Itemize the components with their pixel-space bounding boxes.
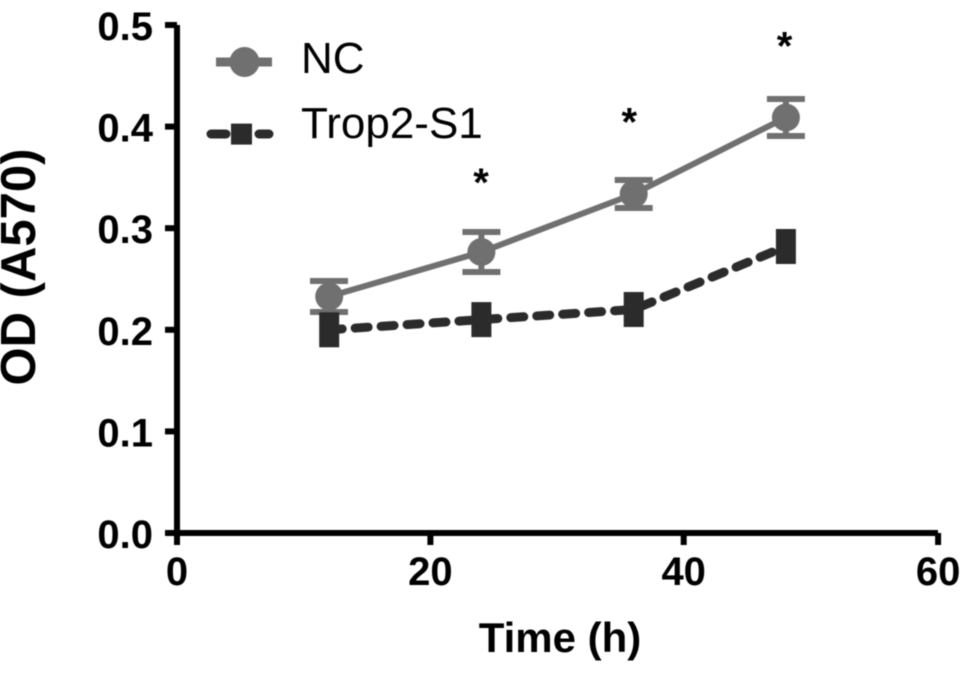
svg-text:60: 60 [916,550,961,594]
svg-text:0: 0 [166,550,188,594]
svg-text:*: * [473,161,489,205]
svg-text:*: * [777,25,793,69]
svg-text:NC: NC [301,34,365,83]
svg-text:*: * [622,101,638,145]
svg-text:0.5: 0.5 [97,5,153,49]
svg-text:0.4: 0.4 [97,107,153,151]
svg-text:20: 20 [408,550,453,594]
svg-text:Trop2-S1: Trop2-S1 [301,99,483,148]
svg-text:Time (h): Time (h) [479,614,642,661]
svg-text:0.0: 0.0 [97,513,153,557]
svg-text:OD (A570): OD (A570) [0,149,46,386]
svg-text:0.1: 0.1 [97,411,153,455]
svg-text:0.2: 0.2 [97,310,153,354]
svg-text:0.3: 0.3 [97,208,153,252]
svg-text:40: 40 [661,550,706,594]
